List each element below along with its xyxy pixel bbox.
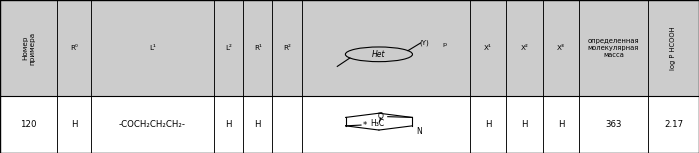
Text: (Y): (Y) [419,40,429,46]
Text: -COCH₂CH₂CH₂-: -COCH₂CH₂CH₂- [119,120,186,129]
Text: Het: Het [372,50,386,59]
Bar [506,0,543,96]
Bar [648,0,699,96]
Bar [506,96,543,153]
Bar [470,0,506,96]
Text: H₃C: H₃C [370,119,384,128]
Text: L¹: L¹ [149,45,156,51]
Text: R¹: R¹ [254,45,261,51]
Text: 363: 363 [605,120,622,129]
Text: X¹: X¹ [484,45,492,51]
Bar [543,0,579,96]
Text: H: H [225,120,231,129]
Bar [273,0,302,96]
Text: H: H [558,120,564,129]
Text: 2.17: 2.17 [664,120,683,129]
Text: N: N [417,127,422,136]
Text: O: O [378,112,384,121]
Bar [648,96,699,153]
Text: X³: X³ [557,45,565,51]
Bar [243,96,273,153]
Text: R²: R² [283,45,291,51]
Text: определенная
молекулярная
масса: определенная молекулярная масса [588,38,640,58]
Bar [470,96,506,153]
Text: H: H [521,120,528,129]
Text: R⁰: R⁰ [71,45,78,51]
Bar [214,96,243,153]
Text: p: p [442,42,446,47]
Text: L²: L² [225,45,232,51]
Bar [579,96,648,153]
Text: H: H [71,120,78,129]
Text: X²: X² [521,45,528,51]
Text: H: H [485,120,491,129]
Text: 120: 120 [20,120,37,129]
Bar [243,0,273,96]
Bar [273,96,302,153]
Bar [91,96,214,153]
Text: Номер
примера: Номер примера [22,32,35,65]
Bar [57,0,91,96]
Bar [302,96,470,153]
Bar [214,0,243,96]
Bar [579,0,648,96]
Bar [0,0,57,96]
Bar [57,96,91,153]
Bar [91,0,214,96]
Bar [543,96,579,153]
Text: *: * [363,121,368,130]
Text: log P НСООН: log P НСООН [670,26,677,70]
Bar [0,96,57,153]
Text: H: H [254,120,261,129]
Bar [302,0,470,96]
